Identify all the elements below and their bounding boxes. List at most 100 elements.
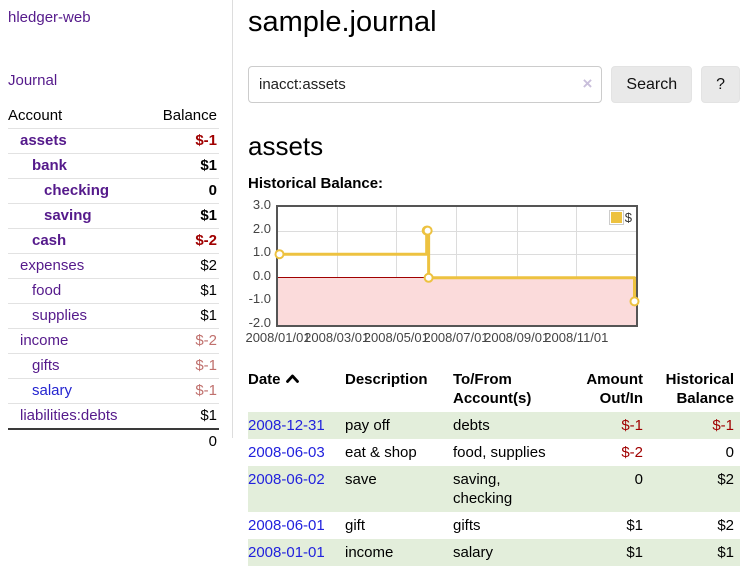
txn-accounts: food, supplies: [453, 444, 546, 461]
txn-accounts: debts: [453, 417, 490, 434]
x-axis-tick-label: 2008/07/01: [423, 330, 489, 345]
y-axis-tick-label: 2.0: [252, 220, 271, 236]
account-balance-value: $-1: [195, 357, 217, 374]
search-input[interactable]: [248, 66, 603, 103]
sidebar-account-link[interactable]: bank: [32, 157, 68, 174]
account-balance-value: $-1: [195, 132, 217, 149]
accounts-total-row: 0: [8, 428, 219, 454]
sidebar-account-link[interactable]: gifts: [32, 357, 60, 374]
search-button[interactable]: Search: [611, 66, 693, 103]
txn-date-cell: 2008-06-03: [248, 439, 345, 466]
txn-historical-balance: 0: [725, 444, 734, 461]
account-balance-value: $2: [200, 257, 217, 274]
amount-header-line2: Out/In: [599, 390, 643, 407]
txn-description: income: [345, 544, 394, 561]
account-row: food $1: [8, 279, 219, 304]
account-row: checking 0: [8, 179, 219, 204]
sidebar-item-journal[interactable]: Journal: [8, 72, 58, 89]
transaction-row: 2008-06-03 eat & shop food, supplies $-2 0: [248, 439, 740, 466]
txn-description: save: [345, 471, 377, 488]
historical-header-line2: Balance: [676, 390, 734, 407]
search-form: × Search ?: [248, 66, 740, 103]
txn-date-cell: 2008-06-02: [248, 466, 345, 512]
date-header-label: Date: [248, 371, 281, 388]
sidebar-account-link[interactable]: food: [32, 282, 62, 299]
historical-column-header: Historical Balance: [651, 366, 740, 412]
txn-historical-balance: $1: [717, 544, 734, 561]
page-title: sample.journal: [248, 6, 437, 38]
search-box: ×: [248, 66, 603, 103]
account-row: supplies $1: [8, 304, 219, 329]
y-gridline: [278, 254, 636, 256]
tofrom-column-header: To/From Account(s): [453, 366, 575, 412]
account-balance-value: $1: [200, 207, 217, 224]
txn-date-cell: 2008-06-01: [248, 512, 345, 539]
date-column-header[interactable]: Date: [248, 366, 345, 412]
account-heading: assets: [248, 131, 324, 161]
x-axis-tick-label: 2008/09/01: [484, 330, 550, 345]
transaction-row: 2008-01-01 income salary $1 $1: [248, 539, 740, 566]
txn-accounts: saving, checking: [453, 471, 513, 507]
txn-date-link[interactable]: 2008-06-02: [248, 471, 325, 488]
legend-swatch-fill: [610, 212, 622, 223]
help-button[interactable]: ?: [701, 66, 740, 103]
legend-label: $: [624, 210, 632, 225]
account-balance-value: $1: [200, 307, 217, 324]
app-title-link[interactable]: hledger-web: [8, 9, 91, 26]
sidebar-account-link[interactable]: checking: [44, 182, 110, 199]
balance-series: [274, 225, 640, 307]
y-axis-tick-label: 1.0: [252, 244, 271, 260]
data-point-marker: [422, 225, 433, 236]
account-balance-value: $-2: [195, 232, 217, 249]
account-row: income $-2: [8, 329, 219, 354]
txn-description: eat & shop: [345, 444, 417, 461]
txn-date-link[interactable]: 2008-12-31: [248, 417, 325, 434]
data-point-marker: [423, 272, 434, 283]
txn-date-link[interactable]: 2008-06-01: [248, 517, 325, 534]
transactions-body: 2008-12-31 pay off debts $-1 $-1 2008-06-03 ea…: [248, 412, 740, 566]
x-gridline: [396, 207, 398, 325]
account-column-header: Account: [8, 107, 63, 124]
x-axis-tick-label: 2008/11/01: [544, 330, 609, 345]
sidebar: hledger-web Journal Account Balance asse…: [0, 0, 233, 450]
sidebar-account-link[interactable]: expenses: [20, 257, 85, 274]
negative-region-fill: [278, 277, 636, 325]
amount-column-header: Amount Out/In: [575, 366, 651, 412]
txn-description: gift: [345, 517, 366, 534]
account-row: cash $-2: [8, 229, 219, 254]
chart-legend: $: [608, 210, 632, 225]
sidebar-account-link[interactable]: cash: [32, 232, 67, 249]
txn-historical-balance: $2: [717, 471, 734, 488]
x-gridline: [456, 207, 458, 325]
txn-historical-balance: $-1: [712, 417, 734, 434]
account-row: liabilities:debts $1: [8, 404, 219, 428]
txn-date-link[interactable]: 2008-06-03: [248, 444, 325, 461]
txn-historical-balance: $2: [717, 517, 734, 534]
x-gridline: [576, 207, 578, 325]
x-gridline: [336, 207, 338, 325]
accounts-total-value: 0: [208, 433, 217, 450]
amount-header-line1: Amount: [586, 371, 643, 388]
account-row: bank $1: [8, 154, 219, 179]
sidebar-account-link[interactable]: liabilities:debts: [20, 407, 118, 424]
transactions-header-row: Date Description To/From Account(s) Amou…: [248, 366, 740, 412]
transaction-row: 2008-06-01 gift gifts $1 $2: [248, 512, 740, 539]
sidebar-account-link[interactable]: assets: [20, 132, 67, 149]
txn-amount: $1: [626, 517, 643, 534]
account-row: salary $-1: [8, 379, 219, 404]
x-axis-tick-label: 2008/01/01: [245, 330, 311, 345]
account-balance-value: 0: [208, 182, 217, 199]
sidebar-account-link[interactable]: income: [20, 332, 69, 349]
tofrom-header-line2: Account(s): [453, 390, 532, 407]
sidebar-account-link[interactable]: salary: [32, 382, 73, 399]
sidebar-account-link[interactable]: supplies: [32, 307, 88, 324]
y-axis-tick-label: 0.0: [252, 267, 271, 283]
txn-date-link[interactable]: 2008-01-01: [248, 544, 325, 561]
clear-search-icon[interactable]: ×: [582, 74, 593, 93]
description-column-header: Description: [345, 366, 453, 412]
sidebar-account-link[interactable]: saving: [44, 207, 92, 224]
txn-amount: $1: [626, 544, 643, 561]
x-axis-tick-label: 2008/05/01: [363, 330, 429, 345]
y-gridline: [278, 230, 636, 232]
txn-amount: $-2: [621, 444, 643, 461]
